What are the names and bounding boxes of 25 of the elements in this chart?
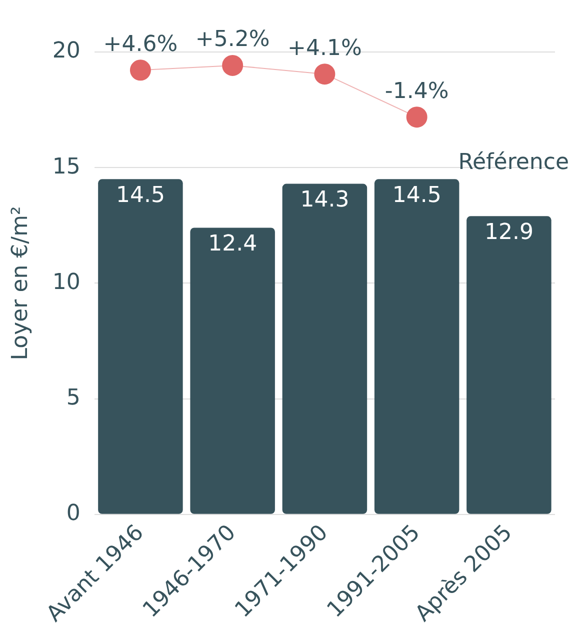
- data-label: +4.6%: [103, 32, 178, 57]
- point: [406, 106, 428, 128]
- data-label: +4.1%: [288, 36, 362, 61]
- point: [130, 60, 151, 81]
- annotation: Référence: [458, 150, 569, 175]
- bar: [466, 216, 552, 514]
- point: [222, 54, 244, 76]
- y-tick-label: 5: [66, 385, 80, 410]
- bar: [98, 179, 183, 514]
- bar: [374, 179, 460, 514]
- y-tick-label: 10: [52, 270, 80, 295]
- data-label: 12.4: [208, 231, 258, 256]
- data-label: -1.4%: [384, 78, 449, 104]
- data-label: 14.3: [300, 187, 350, 212]
- y-tick-label: 0: [66, 501, 80, 526]
- bar: [190, 228, 275, 514]
- data-label: 12.9: [484, 220, 534, 245]
- data-label: +5.2%: [195, 27, 270, 52]
- point: [314, 64, 336, 85]
- bar: [282, 184, 368, 514]
- data-label: 14.5: [392, 182, 442, 208]
- data-label: 14.5: [116, 182, 165, 208]
- y-tick-label: 20: [52, 38, 80, 64]
- y-axis-title: Loyer en €/m²: [8, 206, 33, 360]
- y-tick-label: 15: [52, 154, 80, 180]
